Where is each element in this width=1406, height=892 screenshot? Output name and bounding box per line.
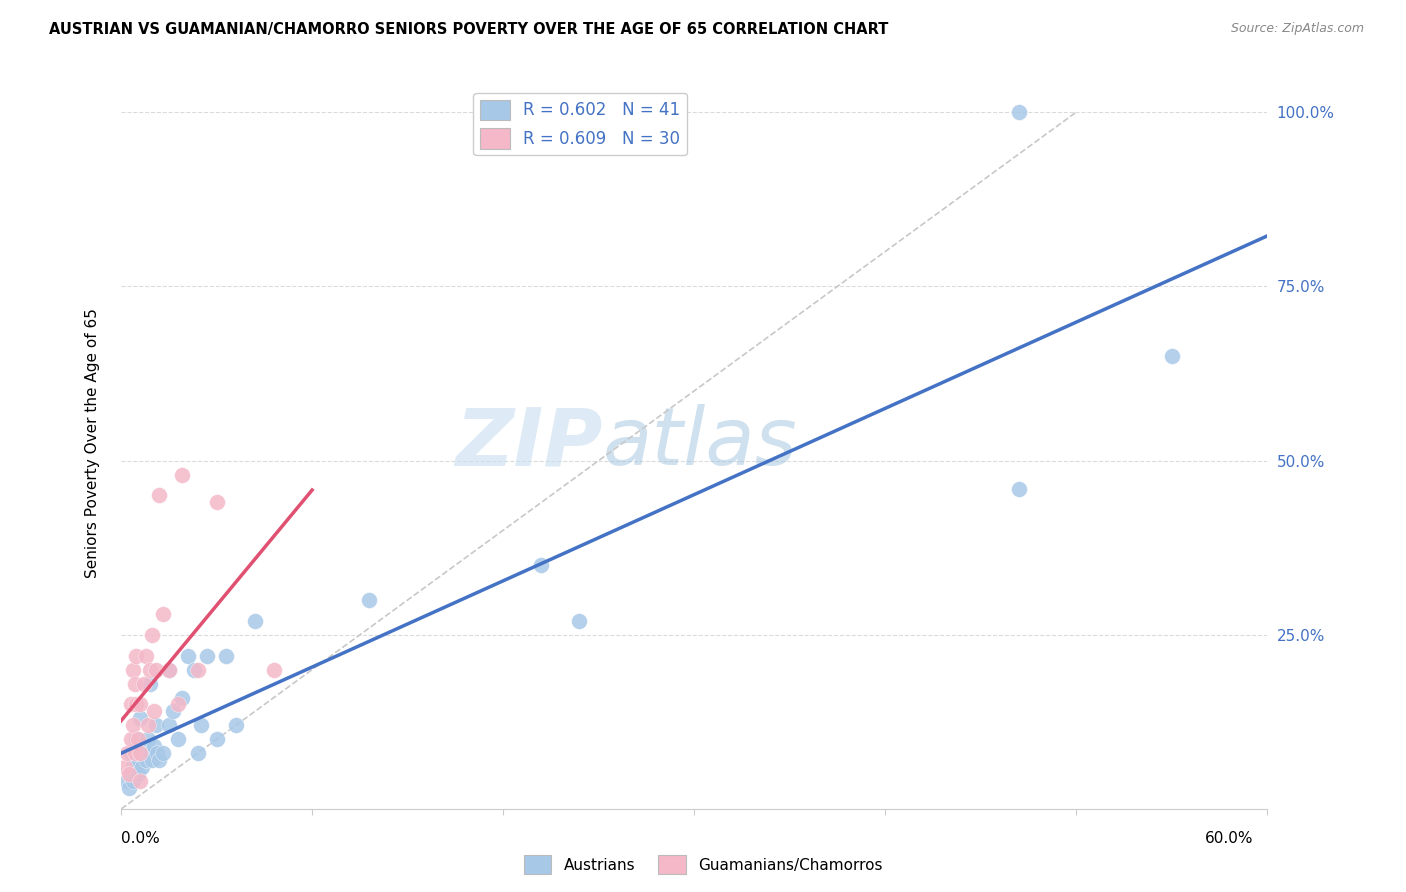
Point <box>129 746 152 760</box>
Point <box>124 767 146 781</box>
Point <box>115 746 138 760</box>
Point <box>124 746 146 760</box>
Point <box>1008 105 1031 120</box>
Point <box>172 467 194 482</box>
Point <box>136 718 159 732</box>
Point <box>141 753 163 767</box>
Text: 60.0%: 60.0% <box>1205 831 1253 847</box>
Point <box>135 753 157 767</box>
Point <box>186 663 208 677</box>
Point <box>172 690 194 705</box>
Point <box>186 746 208 760</box>
Point <box>120 732 142 747</box>
Point <box>145 663 167 677</box>
Point <box>127 767 149 781</box>
Point <box>132 739 155 754</box>
Point <box>152 746 174 760</box>
Point <box>135 648 157 663</box>
Point <box>157 663 180 677</box>
Point <box>115 774 138 789</box>
Point <box>148 753 170 767</box>
Point <box>120 746 142 760</box>
Point <box>190 718 212 732</box>
Point <box>120 767 142 781</box>
Text: AUSTRIAN VS GUAMANIAN/CHAMORRO SENIORS POVERTY OVER THE AGE OF 65 CORRELATION CH: AUSTRIAN VS GUAMANIAN/CHAMORRO SENIORS P… <box>49 22 889 37</box>
Text: atlas: atlas <box>602 404 797 483</box>
Point <box>205 732 228 747</box>
Point <box>1160 349 1182 363</box>
Point <box>167 732 190 747</box>
Point <box>124 676 146 690</box>
Point <box>243 614 266 628</box>
Point <box>114 760 136 774</box>
Point <box>205 495 228 509</box>
Point <box>121 760 143 774</box>
Point <box>118 767 141 781</box>
Legend: R = 0.602   N = 41, R = 0.609   N = 30: R = 0.602 N = 41, R = 0.609 N = 30 <box>474 93 688 155</box>
Point <box>125 698 148 712</box>
Point <box>141 628 163 642</box>
Point <box>129 711 152 725</box>
Point <box>195 648 218 663</box>
Point <box>125 648 148 663</box>
Point <box>215 648 238 663</box>
Point <box>132 676 155 690</box>
Point <box>129 774 152 789</box>
Point <box>139 663 162 677</box>
Y-axis label: Seniors Poverty Over the Age of 65: Seniors Poverty Over the Age of 65 <box>86 309 100 578</box>
Point <box>148 488 170 502</box>
Point <box>177 648 200 663</box>
Point <box>129 746 152 760</box>
Text: ZIP: ZIP <box>456 404 602 483</box>
Point <box>167 698 190 712</box>
Point <box>157 718 180 732</box>
Point <box>263 663 285 677</box>
Legend: Austrians, Guamanians/Chamorros: Austrians, Guamanians/Chamorros <box>517 849 889 880</box>
Text: Source: ZipAtlas.com: Source: ZipAtlas.com <box>1230 22 1364 36</box>
Point <box>568 614 591 628</box>
Text: 0.0%: 0.0% <box>121 831 160 847</box>
Point <box>183 663 205 677</box>
Point <box>127 732 149 747</box>
Point <box>1008 482 1031 496</box>
Point <box>359 593 381 607</box>
Point <box>131 760 153 774</box>
Point <box>139 746 162 760</box>
Point <box>125 732 148 747</box>
Point <box>118 781 141 796</box>
Point <box>157 663 180 677</box>
Point <box>146 746 169 760</box>
Point <box>120 698 142 712</box>
Point <box>121 718 143 732</box>
Point <box>145 718 167 732</box>
Point <box>142 705 165 719</box>
Point <box>121 663 143 677</box>
Point <box>136 732 159 747</box>
Point <box>152 607 174 621</box>
Point <box>225 718 247 732</box>
Point <box>162 705 184 719</box>
Point <box>121 774 143 789</box>
Point <box>139 676 162 690</box>
Point <box>129 698 152 712</box>
Point <box>142 739 165 754</box>
Point <box>530 558 553 573</box>
Point <box>124 753 146 767</box>
Point <box>125 760 148 774</box>
